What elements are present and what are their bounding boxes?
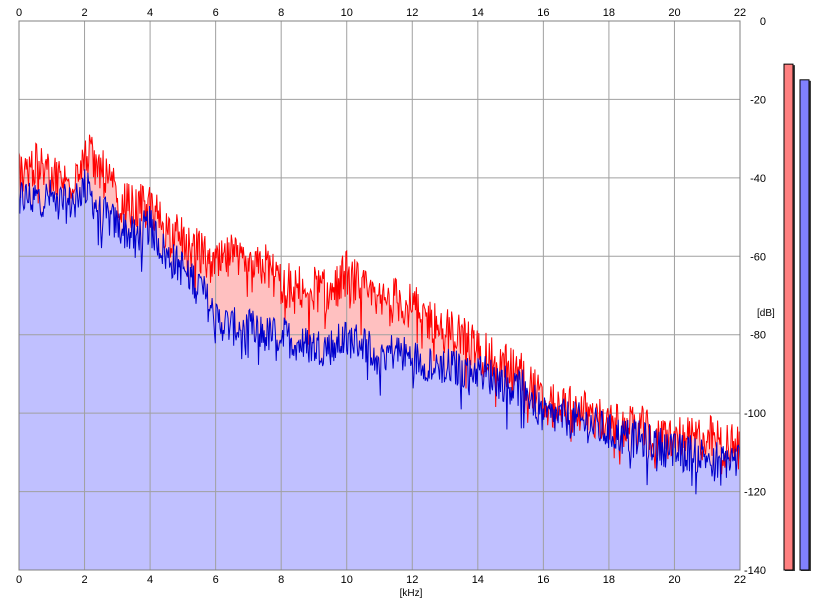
x-tick-bottom-6: 6 xyxy=(213,574,219,586)
y-tick--60: -60 xyxy=(750,251,766,263)
x-tick-top-6: 6 xyxy=(213,7,219,19)
x-tick-top-2: 2 xyxy=(81,7,87,19)
spectrum-lines xyxy=(18,134,741,495)
series-1-line xyxy=(18,134,741,475)
x-tick-top-8: 8 xyxy=(278,7,284,19)
x-ticks-bottom: 0 2 4 6 8 10 12 14 16 18 20 22 xyxy=(16,574,746,586)
y-tick--80: -80 xyxy=(750,330,766,342)
x-ticks-top: 0 2 4 6 8 10 12 14 16 18 20 22 xyxy=(16,7,746,19)
level-meter-2 xyxy=(799,79,810,571)
x-tick-top-12: 12 xyxy=(406,7,418,19)
y-tick--100: -100 xyxy=(744,408,766,420)
level-meters xyxy=(783,63,811,572)
x-tick-bottom-0: 0 xyxy=(16,574,22,586)
x-tick-bottom-18: 18 xyxy=(603,574,615,586)
y-ticks: 0 -20 -40 -60 -80 -100 -120 -140 xyxy=(744,16,766,577)
series-2-line xyxy=(18,169,741,495)
y-tick--40: -40 xyxy=(750,173,766,185)
series-1-fill xyxy=(19,134,740,495)
x-tick-top-22: 22 xyxy=(734,7,746,19)
grid xyxy=(18,20,741,571)
x-tick-bottom-12: 12 xyxy=(406,574,418,586)
x-tick-top-0: 0 xyxy=(16,7,22,19)
x-axis-label: [kHz] xyxy=(400,588,423,599)
x-tick-top-20: 20 xyxy=(668,7,680,19)
x-tick-bottom-20: 20 xyxy=(668,574,680,586)
x-tick-bottom-14: 14 xyxy=(472,574,484,586)
series-2-fill xyxy=(19,169,740,571)
x-tick-top-18: 18 xyxy=(603,7,615,19)
plot-area xyxy=(18,20,741,571)
x-tick-top-16: 16 xyxy=(537,7,549,19)
x-tick-bottom-10: 10 xyxy=(341,574,353,586)
y-tick-0: 0 xyxy=(760,16,766,28)
x-tick-bottom-16: 16 xyxy=(537,574,549,586)
x-tick-top-10: 10 xyxy=(341,7,353,19)
y-axis-label: [dB] xyxy=(757,308,775,319)
spectrum-fills xyxy=(19,134,740,571)
plot-frame xyxy=(18,20,741,571)
x-tick-top-14: 14 xyxy=(472,7,484,19)
x-tick-bottom-4: 4 xyxy=(147,574,153,586)
x-tick-bottom-2: 2 xyxy=(81,574,87,586)
y-tick--140: -140 xyxy=(744,565,766,577)
y-tick--20: -20 xyxy=(750,94,766,106)
y-tick--120: -120 xyxy=(744,487,766,499)
x-tick-top-4: 4 xyxy=(147,7,153,19)
x-tick-bottom-22: 22 xyxy=(734,574,746,586)
level-meter-1 xyxy=(783,63,794,571)
x-tick-bottom-8: 8 xyxy=(278,574,284,586)
